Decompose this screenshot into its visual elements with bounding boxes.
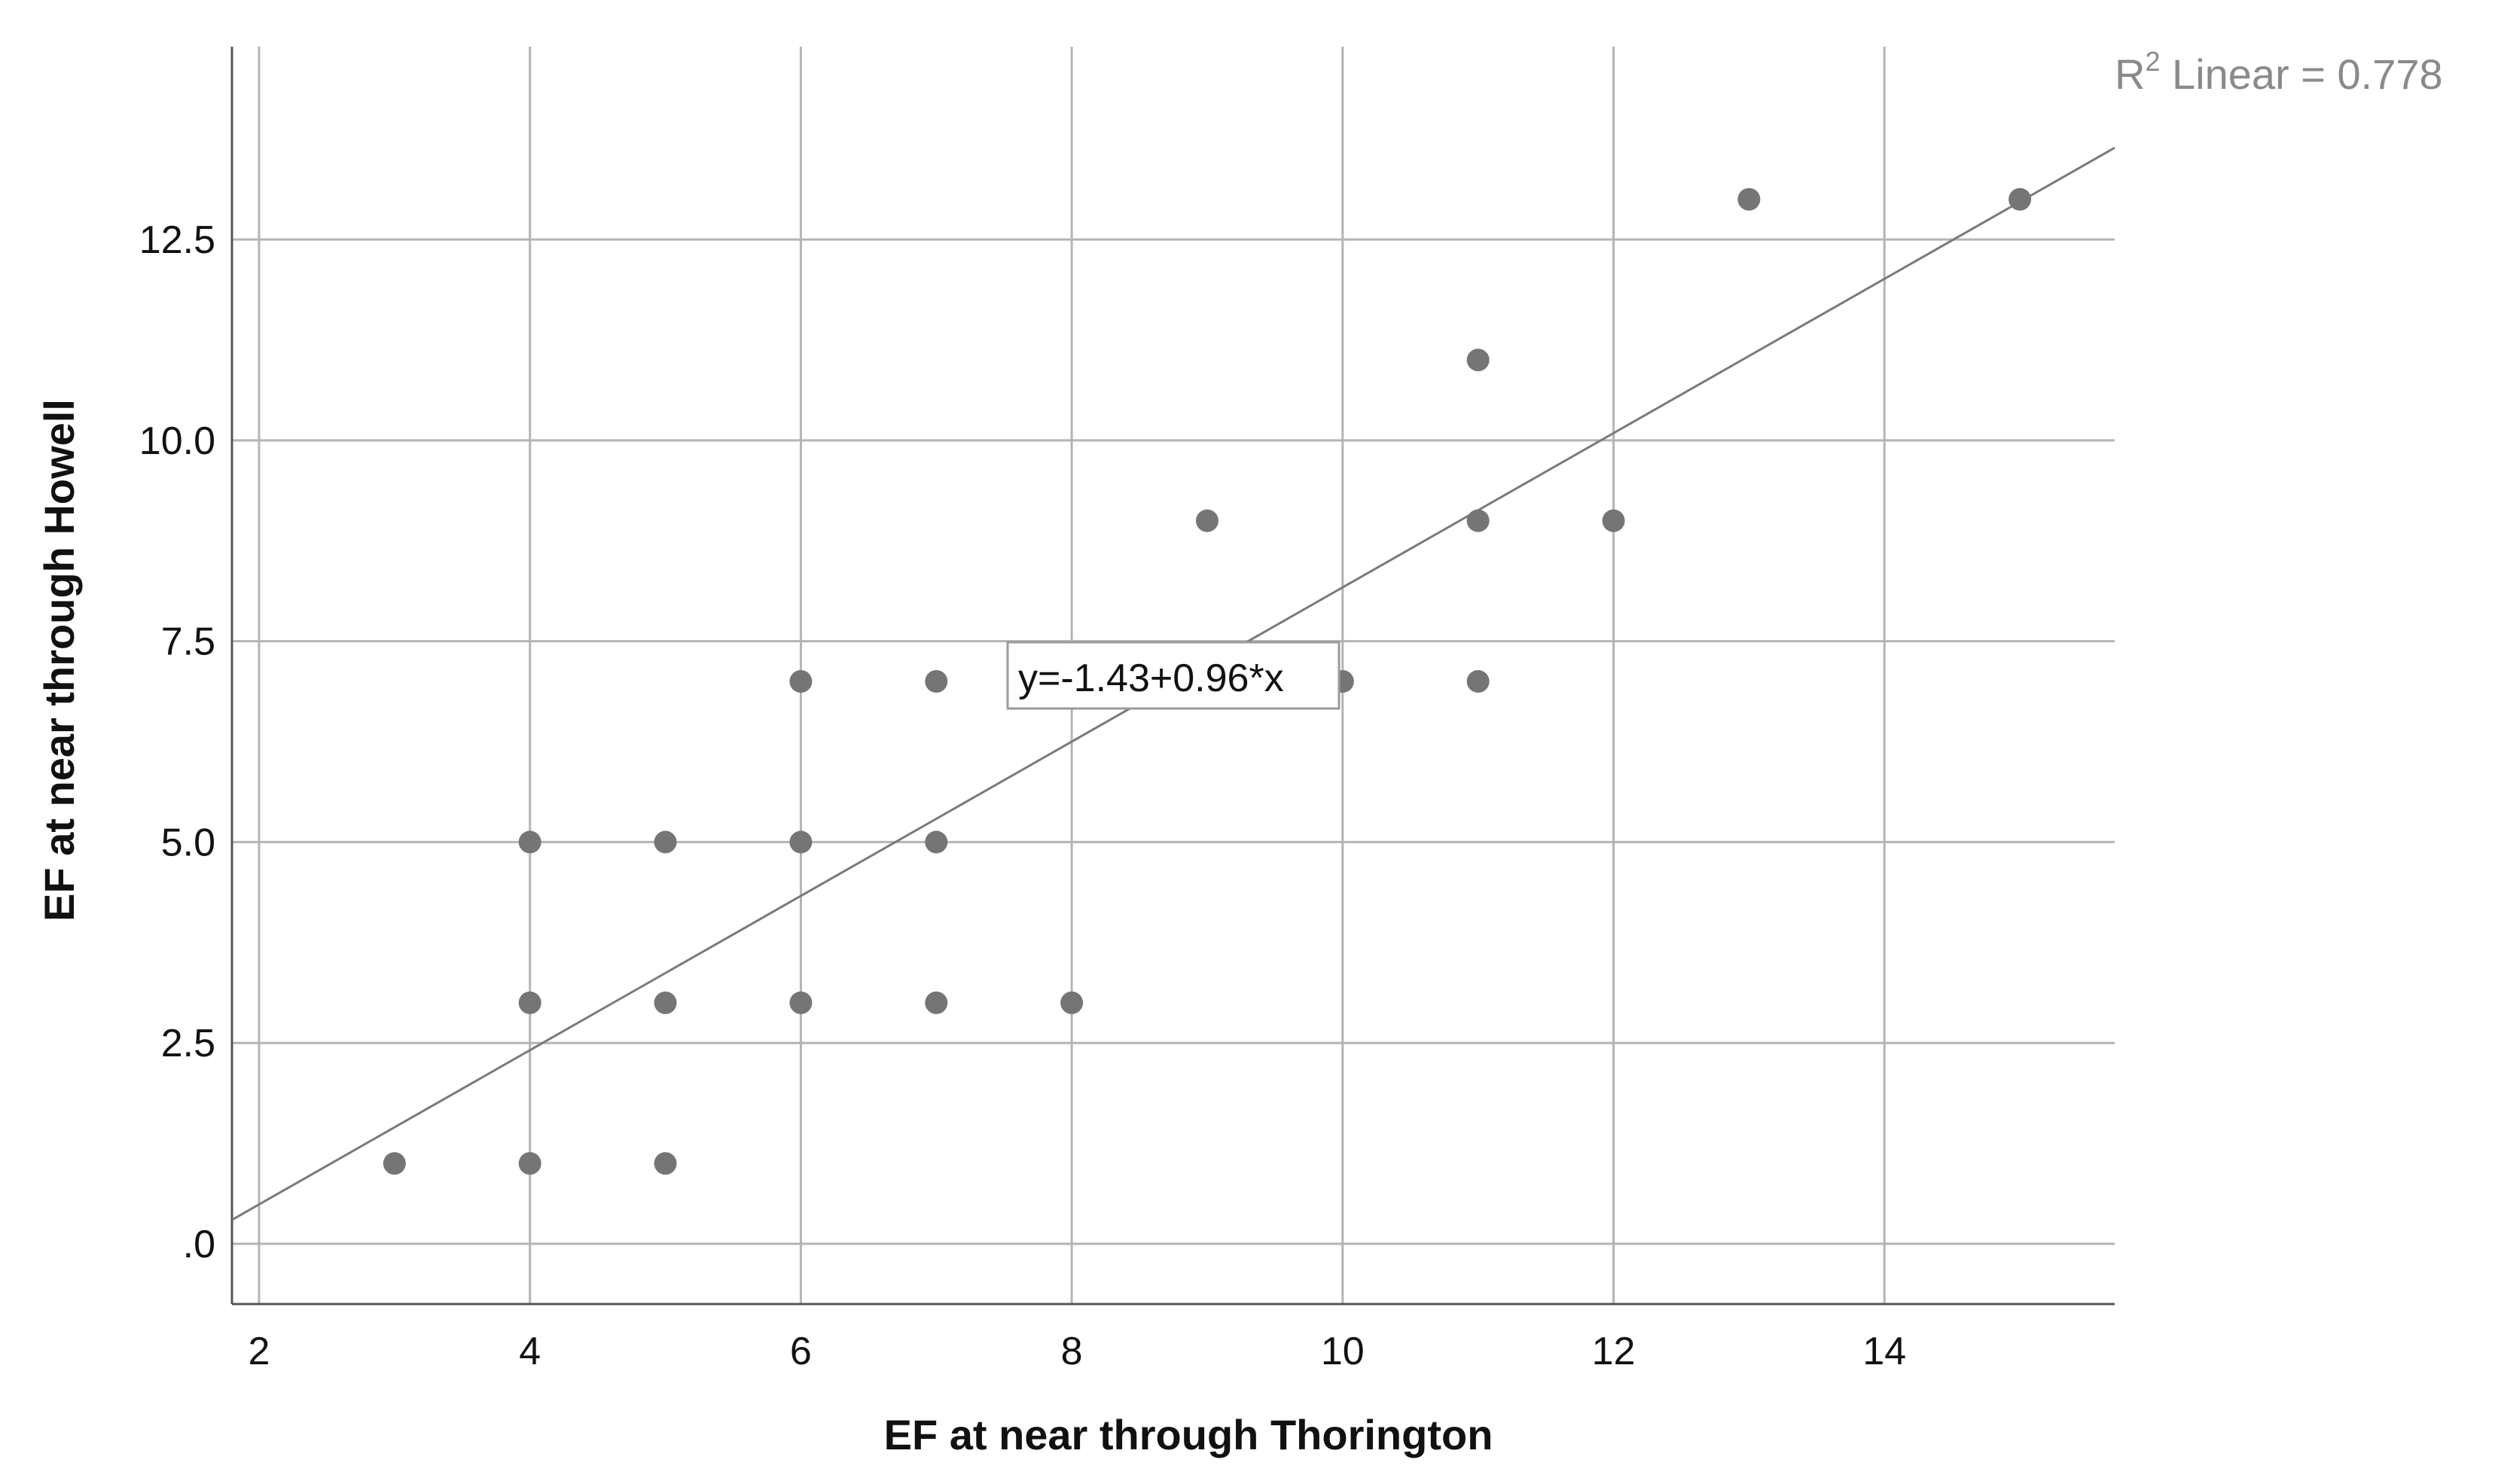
data-points	[383, 187, 2032, 1175]
x-tick-label: 4	[519, 1330, 541, 1373]
data-point	[1466, 349, 1490, 372]
y-tick-label: 7.5	[161, 620, 215, 664]
y-axis-title: EF at near through Howell	[35, 399, 83, 922]
data-point	[1195, 509, 1219, 532]
x-axis-title: EF at near through Thorington	[884, 1411, 1493, 1458]
data-point	[654, 830, 677, 854]
x-tick-label: 14	[1862, 1330, 1906, 1373]
fit-equation-text: y=-1.43+0.96*x	[1018, 657, 1284, 700]
data-point	[654, 1152, 677, 1175]
data-point	[1737, 187, 1761, 211]
data-point	[789, 670, 813, 693]
data-point	[1466, 509, 1490, 532]
x-tick-label: 12	[1592, 1330, 1636, 1373]
x-tick-label: 10	[1321, 1330, 1365, 1373]
data-point	[1602, 509, 1625, 532]
data-point	[789, 991, 813, 1014]
horizontal-gridlines	[232, 238, 2115, 1245]
y-tick-label: 12.5	[139, 218, 215, 262]
y-tick-label: 10.0	[139, 419, 215, 463]
data-point	[925, 991, 948, 1014]
x-tick-label: 8	[1061, 1330, 1083, 1373]
y-tick-label: .0	[183, 1223, 215, 1266]
data-point	[654, 991, 677, 1014]
data-point	[2009, 187, 2032, 211]
x-tick-labels: 2 4 6 8 10 12 14	[249, 1330, 1907, 1373]
y-tick-labels: .0 2.5 5.0 7.5 10.0 12.5	[139, 218, 215, 1266]
data-point	[518, 1152, 541, 1175]
r-squared-prefix: R	[2115, 50, 2145, 98]
data-point	[518, 991, 541, 1014]
data-point	[383, 1152, 406, 1175]
data-point	[925, 670, 948, 693]
x-tick-label: 6	[790, 1330, 812, 1373]
y-tick-label: 2.5	[161, 1022, 215, 1065]
fit-equation-label: y=-1.43+0.96*x	[1006, 641, 1341, 710]
y-tick-label: 5.0	[161, 821, 215, 864]
data-point	[1060, 991, 1084, 1014]
r-squared-value: Linear = 0.778	[2160, 50, 2442, 98]
x-tick-label: 2	[249, 1330, 270, 1373]
data-point	[925, 830, 948, 854]
data-point	[518, 830, 541, 854]
r-squared-label: R2 Linear = 0.778	[2115, 46, 2443, 98]
r-squared-superscript: 2	[2145, 46, 2160, 77]
data-point	[1466, 670, 1490, 693]
fit-equation-box	[1006, 641, 1341, 710]
data-point	[789, 830, 813, 854]
